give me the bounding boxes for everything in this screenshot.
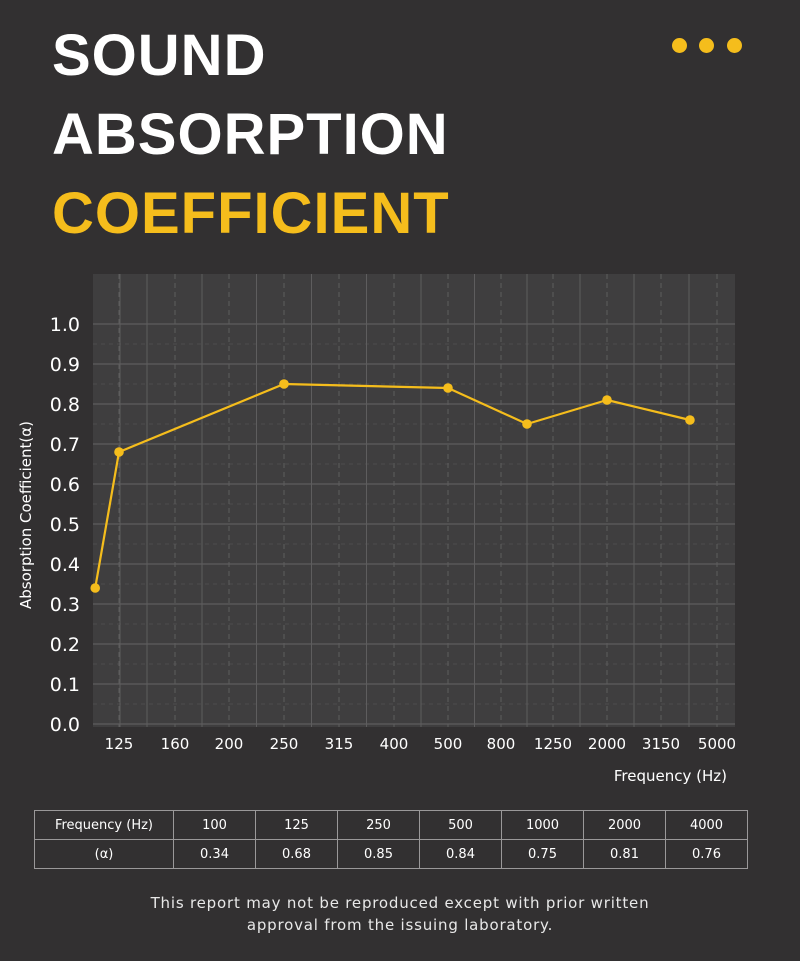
data-point <box>279 379 289 389</box>
dot-icon <box>726 38 742 53</box>
footer-line-1: This report may not be reproduced except… <box>150 894 650 912</box>
data-point <box>602 395 612 405</box>
table-cell: 4000 <box>665 810 748 840</box>
table-cell: 0.84 <box>419 839 502 869</box>
x-tick-label: 3150 <box>642 735 680 753</box>
x-tick-label: 800 <box>487 735 516 753</box>
menu-dots-icon <box>672 38 750 54</box>
table-cell: 0.34 <box>173 839 256 869</box>
y-tick-label: 0.4 <box>50 554 80 576</box>
table-cell: 2000 <box>583 810 666 840</box>
title-line-1: SOUND <box>52 23 267 88</box>
absorption-chart: 0.0 0.1 0.2 0.3 0.4 0.5 0.6 0.7 0.8 0.9 1.0 125 160… <box>17 274 736 785</box>
data-point <box>685 415 695 425</box>
plot-area <box>93 274 735 727</box>
title-line-2: ABSORPTION <box>52 102 449 167</box>
dot-icon <box>699 38 715 53</box>
data-point <box>114 447 124 457</box>
y-axis-ticks: 0.0 0.1 0.2 0.3 0.4 0.5 0.6 0.7 0.8 0.9 1.0 <box>50 314 80 736</box>
table-row-label: (α) <box>34 839 174 869</box>
table-cell: 0.76 <box>665 839 748 869</box>
y-tick-label: 0.3 <box>50 594 80 616</box>
table-row: Frequency (Hz) 100 125 250 500 1000 2000… <box>34 810 748 840</box>
x-axis-label: Frequency (Hz) <box>614 767 727 785</box>
footer-disclaimer: This report may not be reproduced except… <box>0 892 800 936</box>
x-tick-label: 500 <box>434 735 463 753</box>
table-cell: 0.85 <box>337 839 420 869</box>
table-header-label: Frequency (Hz) <box>34 810 174 840</box>
data-point <box>522 419 532 429</box>
data-point <box>90 583 101 593</box>
x-tick-label: 160 <box>161 735 190 753</box>
y-tick-label: 0.8 <box>50 394 80 416</box>
title-line-3: COEFFICIENT <box>52 181 450 246</box>
data-point <box>443 383 453 393</box>
table-cell: 100 <box>173 810 256 840</box>
footer-line-2: approval from the issuing laboratory. <box>246 916 554 934</box>
table-cell: 0.68 <box>255 839 338 869</box>
x-axis-ticks: 125 160 200 250 315 400 500 800 1250 2000 3150 5000 <box>105 735 736 753</box>
x-tick-label: 200 <box>215 735 244 753</box>
table-cell: 500 <box>419 810 502 840</box>
x-tick-label: 315 <box>325 735 354 753</box>
y-tick-label: 0.7 <box>50 434 80 456</box>
x-tick-label: 250 <box>270 735 299 753</box>
x-tick-label: 400 <box>380 735 409 753</box>
y-tick-label: 0.2 <box>50 634 80 656</box>
y-tick-label: 0.0 <box>50 714 80 736</box>
y-tick-label: 0.1 <box>50 674 80 696</box>
y-tick-label: 0.9 <box>50 354 80 376</box>
table-cell: 0.81 <box>583 839 666 869</box>
y-tick-label: 0.6 <box>50 474 80 496</box>
table-cell: 0.75 <box>501 839 584 869</box>
table-cell: 1000 <box>501 810 584 840</box>
table-row: (α) 0.34 0.68 0.85 0.84 0.75 0.81 0.76 <box>34 839 748 869</box>
y-axis-label: Absorption Coefficient(α) <box>17 421 35 609</box>
x-tick-label: 125 <box>105 735 134 753</box>
y-tick-label: 0.5 <box>50 514 80 536</box>
frequency-table: Frequency (Hz) 100 125 250 500 1000 2000… <box>34 810 748 869</box>
x-tick-label: 5000 <box>698 735 736 753</box>
table-cell: 250 <box>337 810 420 840</box>
dot-icon <box>672 38 687 53</box>
x-tick-label: 2000 <box>588 735 626 753</box>
y-tick-label: 1.0 <box>50 314 80 336</box>
x-tick-label: 1250 <box>534 735 572 753</box>
series <box>90 379 695 593</box>
grid <box>93 274 735 727</box>
table-cell: 125 <box>255 810 338 840</box>
